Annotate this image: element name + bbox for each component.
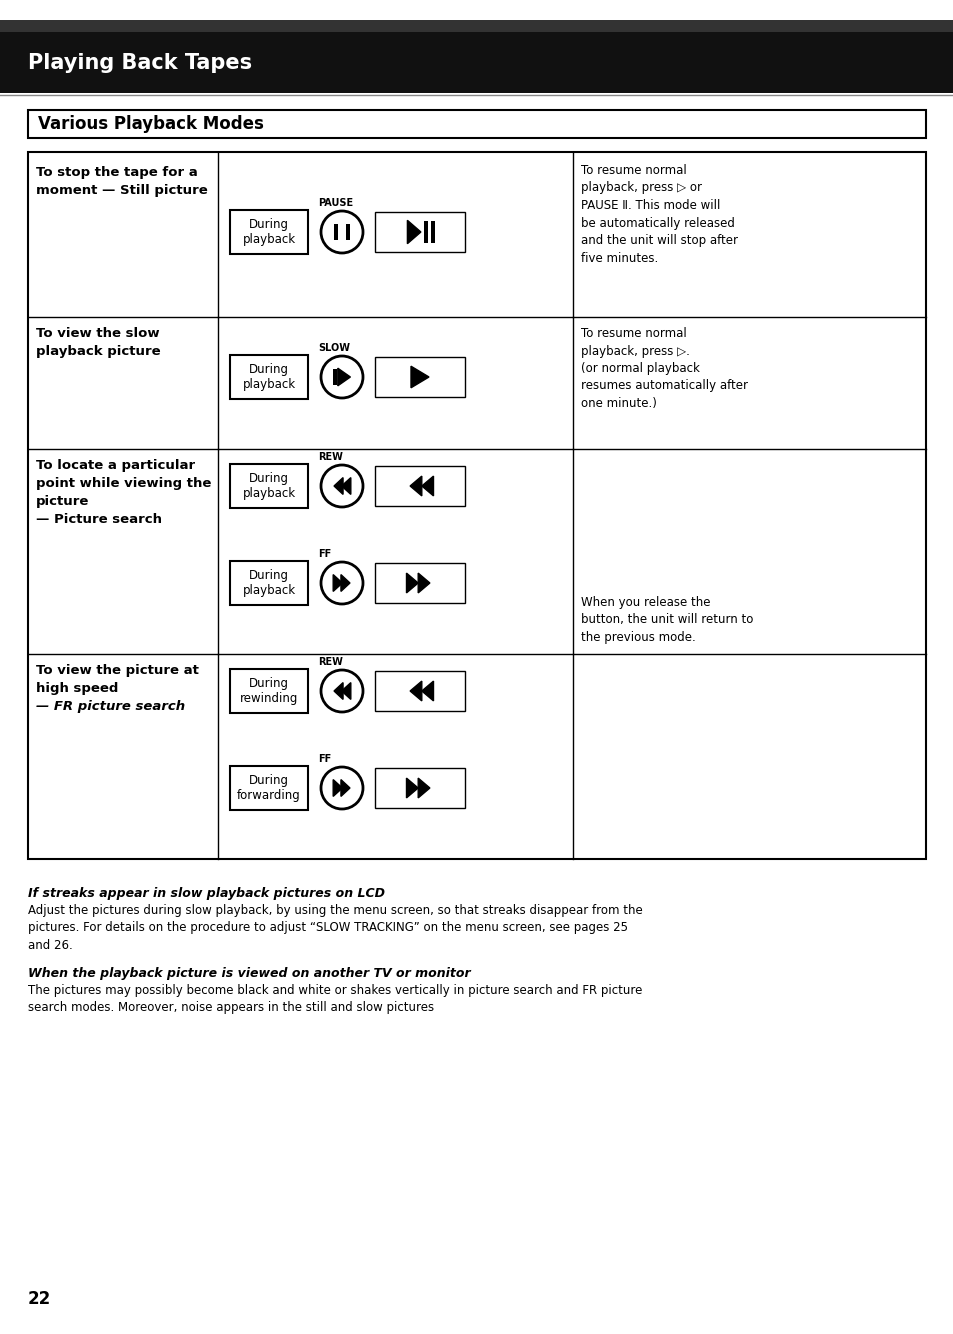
Bar xyxy=(334,224,338,240)
Bar xyxy=(28,109,925,137)
Text: If streaks appear in slow playback pictures on LCD: If streaks appear in slow playback pictu… xyxy=(28,887,385,900)
Bar xyxy=(0,28,953,93)
Text: — FR picture search: — FR picture search xyxy=(36,700,185,712)
Bar xyxy=(375,466,464,506)
Bar xyxy=(230,766,308,810)
Text: picture: picture xyxy=(36,495,90,508)
Circle shape xyxy=(320,670,363,712)
Text: point while viewing the: point while viewing the xyxy=(36,478,212,490)
Text: REW: REW xyxy=(317,658,342,667)
Bar xyxy=(375,671,464,711)
Bar xyxy=(375,212,464,252)
Text: When you release the
button, the unit will return to
the previous mode.: When you release the button, the unit wi… xyxy=(580,596,753,644)
Text: To view the slow: To view the slow xyxy=(36,327,159,340)
Text: During
playback: During playback xyxy=(242,363,295,391)
Text: To stop the tape for a: To stop the tape for a xyxy=(36,165,197,179)
Bar xyxy=(423,221,428,243)
Text: high speed: high speed xyxy=(36,682,118,695)
Bar xyxy=(375,358,464,398)
Polygon shape xyxy=(421,476,433,496)
Bar xyxy=(230,464,308,508)
Text: During
playback: During playback xyxy=(242,472,295,500)
Text: 22: 22 xyxy=(28,1290,51,1309)
Text: FF: FF xyxy=(317,754,331,764)
Text: REW: REW xyxy=(317,452,342,462)
Text: playback picture: playback picture xyxy=(36,346,160,358)
Bar xyxy=(230,209,308,253)
Polygon shape xyxy=(340,779,350,796)
Text: During
rewinding: During rewinding xyxy=(239,676,298,704)
Text: During
playback: During playback xyxy=(242,570,295,598)
Text: moment — Still picture: moment — Still picture xyxy=(36,184,208,197)
Polygon shape xyxy=(407,220,420,244)
Text: — Picture search: — Picture search xyxy=(36,514,162,526)
Polygon shape xyxy=(410,476,421,496)
Polygon shape xyxy=(421,682,433,700)
Bar xyxy=(230,355,308,399)
Bar xyxy=(230,668,308,712)
Polygon shape xyxy=(417,574,430,592)
Polygon shape xyxy=(417,778,430,798)
Polygon shape xyxy=(341,478,351,495)
Bar xyxy=(0,20,953,32)
Text: To view the picture at: To view the picture at xyxy=(36,664,198,676)
Text: To resume normal
playback, press ▷.
(or normal playback
resumes automatically af: To resume normal playback, press ▷. (or … xyxy=(580,327,747,410)
Polygon shape xyxy=(337,368,350,386)
Text: Playing Back Tapes: Playing Back Tapes xyxy=(28,53,252,73)
Text: Adjust the pictures during slow playback, by using the menu screen, so that stre: Adjust the pictures during slow playback… xyxy=(28,904,642,952)
Bar xyxy=(375,563,464,603)
Polygon shape xyxy=(406,574,417,592)
Polygon shape xyxy=(411,367,429,388)
Text: SLOW: SLOW xyxy=(317,343,350,354)
Text: The pictures may possibly become black and white or shakes vertically in picture: The pictures may possibly become black a… xyxy=(28,984,641,1014)
Text: To resume normal
playback, press ▷ or
PAUSE Ⅱ. This mode will
be automatically r: To resume normal playback, press ▷ or PA… xyxy=(580,164,738,264)
Polygon shape xyxy=(334,683,343,699)
Polygon shape xyxy=(340,575,350,591)
Circle shape xyxy=(320,562,363,604)
Polygon shape xyxy=(333,779,342,796)
Bar xyxy=(230,562,308,606)
Bar xyxy=(28,152,925,859)
Bar xyxy=(431,221,435,243)
Circle shape xyxy=(320,767,363,808)
Bar xyxy=(375,768,464,808)
Polygon shape xyxy=(334,478,343,495)
Text: When the playback picture is viewed on another TV or monitor: When the playback picture is viewed on a… xyxy=(28,967,470,980)
Polygon shape xyxy=(406,778,417,798)
Text: Various Playback Modes: Various Playback Modes xyxy=(38,115,264,133)
Text: FF: FF xyxy=(317,550,331,559)
Text: PAUSE: PAUSE xyxy=(317,197,353,208)
Circle shape xyxy=(320,466,363,507)
Circle shape xyxy=(320,211,363,253)
Polygon shape xyxy=(341,683,351,699)
Text: To locate a particular: To locate a particular xyxy=(36,459,195,472)
Bar xyxy=(333,370,336,386)
Bar xyxy=(345,224,350,240)
Polygon shape xyxy=(333,575,342,591)
Text: During
playback: During playback xyxy=(242,217,295,245)
Text: During
forwarding: During forwarding xyxy=(237,774,300,802)
Polygon shape xyxy=(410,682,421,700)
Circle shape xyxy=(320,356,363,398)
